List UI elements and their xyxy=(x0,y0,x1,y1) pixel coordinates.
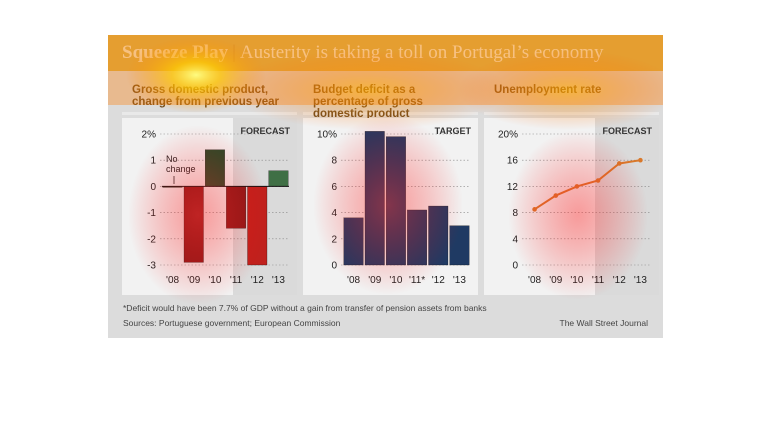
title-subtitle: Austerity is taking a toll on Portugal’s… xyxy=(239,42,604,63)
bar xyxy=(386,136,406,266)
x-tick-label: '12 xyxy=(251,275,264,286)
y-tick-label: 2% xyxy=(142,130,157,141)
x-tick-label: '09 xyxy=(187,275,200,286)
y-tick-label: 2 xyxy=(331,234,337,245)
chart-title: Squeeze Play | Austerity is taking a toll … xyxy=(122,42,604,64)
title-bar: Squeeze Play | Austerity is taking a toll … xyxy=(108,35,663,71)
x-tick-label: '10 xyxy=(208,275,221,286)
footnote: *Deficit would have been 7.7% of GDP wit… xyxy=(123,303,487,313)
x-tick-label: '09 xyxy=(368,275,381,286)
bar xyxy=(247,186,268,266)
no-change-annotation-line2: change xyxy=(166,164,196,174)
y-tick-label: 1 xyxy=(150,156,156,167)
deficit-chart: TARGET 10% 8 6 4 2 0 '08 '09 '10 '11* '12 '13 xyxy=(317,126,472,286)
y-tick-label: 0 xyxy=(512,261,518,272)
bar xyxy=(205,149,225,187)
bar xyxy=(183,186,204,263)
title-main: Squeeze Play xyxy=(122,42,229,63)
y-tick-label: -3 xyxy=(147,261,156,272)
shaded-label: FORECAST xyxy=(603,126,653,136)
no-change-annotation-line1: No xyxy=(166,154,178,164)
data-point xyxy=(616,161,622,166)
x-tick-label: '08 xyxy=(528,275,541,286)
x-tick-label: '12 xyxy=(613,275,626,286)
deficit-panel: Budget deficit as a percentage of gross … xyxy=(303,81,478,295)
y-tick-label: 16 xyxy=(507,156,519,167)
data-point xyxy=(574,184,580,189)
bar xyxy=(226,186,246,229)
deficit-panel-body: TARGET 10% 8 6 4 2 0 '08 '09 '10 '11* '12 '13 xyxy=(303,118,478,295)
x-tick-label: '10 xyxy=(570,275,583,286)
unemployment-panel-title: Unemployment rate xyxy=(484,81,659,115)
shaded-label: TARGET xyxy=(435,126,472,136)
x-tick-label: '10 xyxy=(389,275,402,286)
y-tick-label: 6 xyxy=(331,182,337,193)
x-tick-label: '08 xyxy=(166,275,179,286)
x-tick-label: '12 xyxy=(432,275,445,286)
unemployment-panel: Unemployment rate FORECAST 20% 16 12 8 4 0 '08 '… xyxy=(484,81,659,295)
credit: The Wall Street Journal xyxy=(559,318,649,328)
y-tick-label: 8 xyxy=(512,208,518,219)
shaded-label: FORECAST xyxy=(241,126,291,136)
x-tick-label: '13 xyxy=(272,275,285,286)
sources: Sources: Portuguese government; European… xyxy=(123,318,341,328)
y-tick-label: 10% xyxy=(317,130,337,141)
x-tick-label: '09 xyxy=(549,275,562,286)
deficit-panel-title: Budget deficit as a percentage of gross … xyxy=(303,81,478,120)
forecast-shading xyxy=(595,118,659,295)
gdp-panel-body: FORECAST 2% 1 0 -1 -2 -3 '08 '09 '10 '11 '12 '13 No ch… xyxy=(122,118,297,295)
bar xyxy=(407,209,427,266)
x-tick-label: '11* xyxy=(409,275,425,286)
x-tick-label: '08 xyxy=(347,275,360,286)
y-tick-label: 20% xyxy=(498,130,518,141)
y-tick-label: 12 xyxy=(507,182,519,193)
data-point xyxy=(553,193,559,198)
unemployment-panel-body: FORECAST 20% 16 12 8 4 0 '08 '09 '10 '11 '12 '13 xyxy=(484,118,659,295)
unemployment-chart: FORECAST 20% 16 12 8 4 0 '08 '09 '10 '11 '12 '13 xyxy=(498,118,659,295)
bar xyxy=(449,225,470,266)
x-tick-label: '11 xyxy=(230,275,243,286)
y-tick-label: 4 xyxy=(512,234,518,245)
gdp-panel: Gross domestic product, change from prev… xyxy=(122,81,297,295)
data-point xyxy=(532,207,537,212)
data-point xyxy=(638,157,643,163)
bar xyxy=(268,170,289,187)
x-tick-label: '13 xyxy=(453,275,466,286)
bar xyxy=(364,131,385,266)
y-tick-label: 0 xyxy=(150,182,156,193)
y-tick-label: 8 xyxy=(331,156,337,167)
data-point xyxy=(595,178,601,183)
y-tick-label: 0 xyxy=(331,261,337,272)
gdp-chart: FORECAST 2% 1 0 -1 -2 -3 '08 '09 '10 '11 '12 '13 Noch… xyxy=(142,118,297,295)
bar xyxy=(343,217,364,266)
gdp-panel-title: Gross domestic product, change from prev… xyxy=(122,81,297,115)
x-tick-label: '13 xyxy=(634,275,647,286)
y-tick-label: 4 xyxy=(331,208,337,219)
title-separator: | xyxy=(232,42,236,63)
y-tick-label: -1 xyxy=(147,208,156,219)
infographic: Squeeze Play | Austerity is taking a toll … xyxy=(108,35,663,338)
x-tick-label: '11 xyxy=(592,275,605,286)
y-tick-label: -2 xyxy=(147,234,156,245)
bar xyxy=(428,205,449,266)
